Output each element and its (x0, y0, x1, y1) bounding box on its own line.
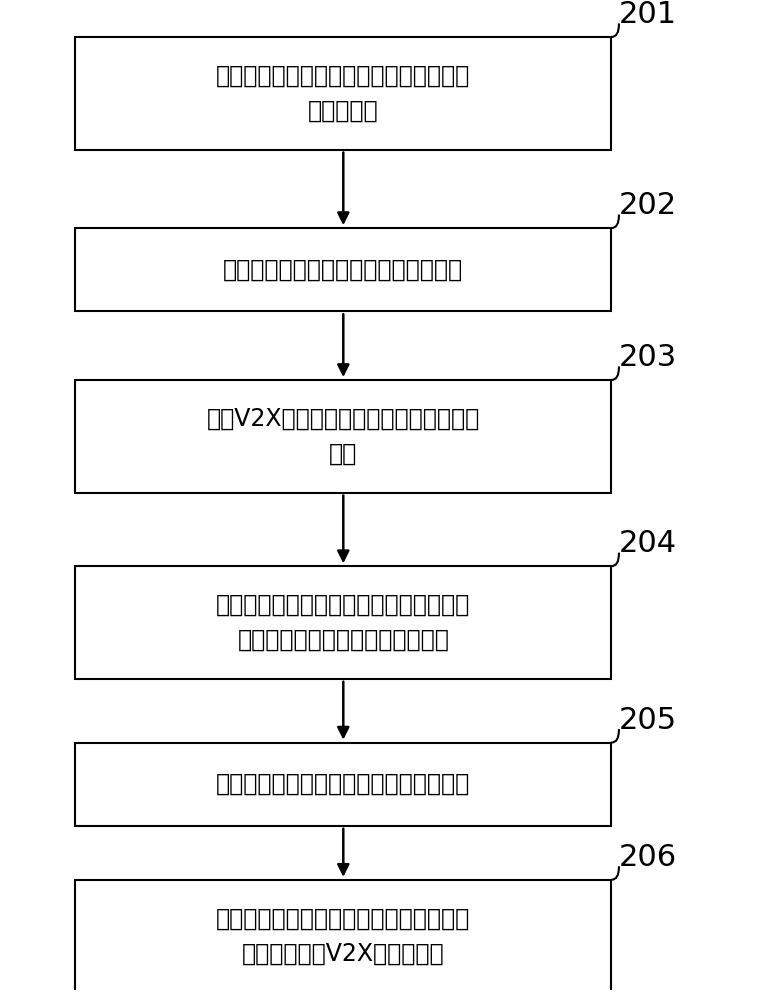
FancyBboxPatch shape (75, 37, 611, 150)
Text: 202: 202 (619, 191, 677, 220)
FancyBboxPatch shape (75, 566, 611, 679)
Text: 将车辆自身的运行参数以广播的方式发送
至周边的具有V2X技术的车辆: 将车辆自身的运行参数以广播的方式发送 至周边的具有V2X技术的车辆 (217, 906, 470, 966)
Text: 204: 204 (619, 529, 677, 558)
Text: 206: 206 (619, 843, 677, 872)
FancyBboxPatch shape (75, 880, 611, 992)
Text: 205: 205 (619, 706, 677, 735)
Text: 根据行驶速度确定车辆的盲区检测范围: 根据行驶速度确定车辆的盲区检测范围 (223, 258, 463, 282)
FancyBboxPatch shape (75, 743, 611, 826)
Text: 通过车辆的电子控制单元获取车辆传感器
的参数信息: 通过车辆的电子控制单元获取车辆传感器 的参数信息 (217, 64, 470, 123)
FancyBboxPatch shape (75, 380, 611, 493)
Text: 201: 201 (619, 0, 677, 29)
Text: 203: 203 (619, 343, 677, 372)
FancyBboxPatch shape (75, 228, 611, 311)
Text: 根据路况信息与车辆自身的运行参数判断
盲区检测范围内是否存在碰撞危险: 根据路况信息与车辆自身的运行参数判断 盲区检测范围内是否存在碰撞危险 (217, 593, 470, 652)
Text: 将危险信息显示在车辆的平视显示系统中: 将危险信息显示在车辆的平视显示系统中 (217, 772, 470, 796)
Text: 基于V2X技术获取盲区检测范围内的路况
信息: 基于V2X技术获取盲区检测范围内的路况 信息 (206, 407, 480, 466)
